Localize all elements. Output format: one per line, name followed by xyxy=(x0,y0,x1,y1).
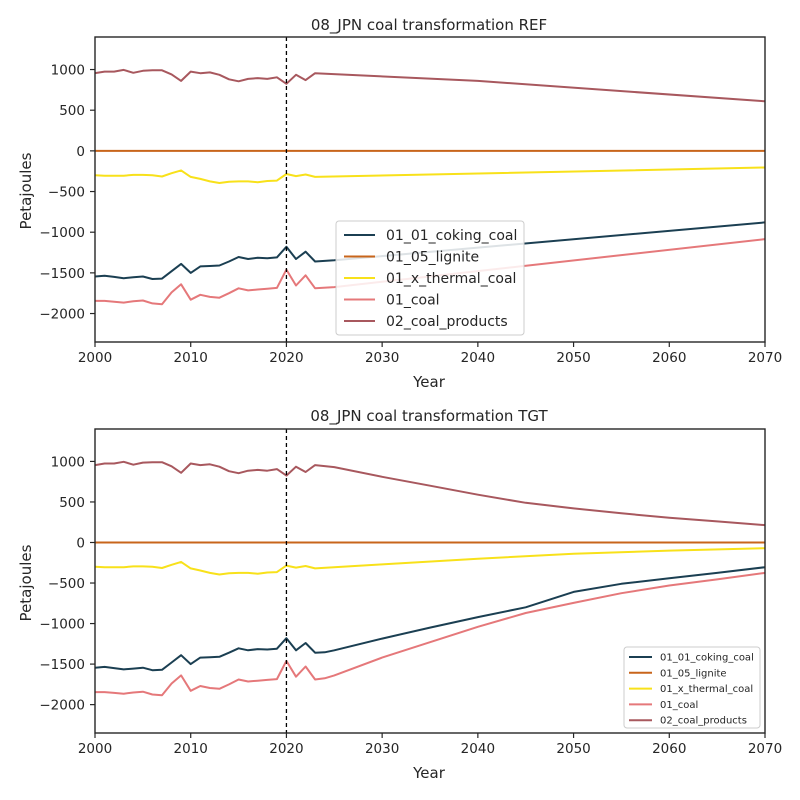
x-tick-label: 2060 xyxy=(652,350,686,366)
x-tick-label: 2040 xyxy=(461,350,495,366)
y-tick-label: −500 xyxy=(48,185,85,201)
x-axis-title: Year xyxy=(412,764,446,782)
y-tick-label: 500 xyxy=(59,103,85,119)
chart-tgt: 08_JPN coal transformation TGT Petajoule… xyxy=(17,407,782,782)
legend-label-01_coal: 01_coal xyxy=(660,700,698,711)
y-tick-label: −1500 xyxy=(39,266,85,282)
legend-label-02_coal_products: 02_coal_products xyxy=(386,314,508,330)
legend: 01_01_coking_coal 01_05_lignite 01_x_therm… xyxy=(623,646,761,729)
legend-label-01_01_coking_coal: 01_01_coking_coal xyxy=(386,228,517,244)
y-tick-label: −2000 xyxy=(39,307,85,323)
y-tick-label: 500 xyxy=(59,495,85,511)
plot-area xyxy=(95,68,765,306)
x-tick-label: 2010 xyxy=(174,350,208,366)
x-tick-label: 2050 xyxy=(556,350,590,366)
y-axis-title: Petajoules xyxy=(17,544,35,621)
x-tick-label: 2070 xyxy=(748,741,782,757)
legend: 01_01_coking_coal 01_05_lignite 01_x_therm… xyxy=(335,220,525,336)
series-line-01_x_thermal_coal xyxy=(95,547,765,576)
x-tick-label: 2030 xyxy=(365,350,399,366)
x-tick-label: 2030 xyxy=(365,741,399,757)
series-line-02_coal_products xyxy=(95,68,765,103)
y-tick-label: 0 xyxy=(76,144,85,160)
y-tick-label: −1000 xyxy=(39,225,85,241)
legend-box xyxy=(623,646,761,729)
legend-label-01_coal: 01_coal xyxy=(386,293,440,309)
plot-frame xyxy=(94,36,766,343)
legend-label-02_coal_products: 02_coal_products xyxy=(660,716,747,727)
chart-ref: 08_JPN coal transformation REF Petajoule… xyxy=(17,16,782,391)
x-tick-label: 2000 xyxy=(78,741,112,757)
y-tick-label: 0 xyxy=(76,535,85,551)
legend-box xyxy=(335,220,525,336)
y-tick-label: 1000 xyxy=(51,454,85,470)
series-line-01_01_coking_coal xyxy=(95,566,765,672)
legend-label-01_01_coking_coal: 01_01_coking_coal xyxy=(660,653,754,664)
y-tick-label: −1000 xyxy=(39,617,85,633)
x-tick-label: 2010 xyxy=(174,741,208,757)
y-axis-title: Petajoules xyxy=(17,152,35,229)
plot-area xyxy=(95,460,765,697)
legend-label-01_05_lignite: 01_05_lignite xyxy=(386,250,479,266)
legend-label-01_x_thermal_coal: 01_x_thermal_coal xyxy=(386,271,516,287)
x-tick-label: 2020 xyxy=(269,741,303,757)
x-axis-title: Year xyxy=(412,373,446,391)
y-tick-label: 1000 xyxy=(51,63,85,79)
legend-label-01_05_lignite: 01_05_lignite xyxy=(660,668,727,679)
x-tick-label: 2060 xyxy=(652,741,686,757)
legend-label-01_x_thermal_coal: 01_x_thermal_coal xyxy=(660,684,753,695)
plot-frame xyxy=(94,428,766,734)
y-tick-label: −2000 xyxy=(39,698,85,714)
x-tick-label: 2040 xyxy=(461,741,495,757)
series-line-01_coal xyxy=(95,238,765,306)
x-tick-label: 2070 xyxy=(748,350,782,366)
chart-title: 08_JPN coal transformation TGT xyxy=(310,407,548,426)
x-tick-label: 2020 xyxy=(269,350,303,366)
x-tick-label: 2000 xyxy=(78,350,112,366)
x-tick-label: 2050 xyxy=(556,741,590,757)
series-line-01_x_thermal_coal xyxy=(95,166,765,184)
series-line-02_coal_products xyxy=(95,460,765,527)
series-line-01_01_coking_coal xyxy=(95,221,765,280)
chart-title: 08_JPN coal transformation REF xyxy=(311,16,547,35)
y-tick-label: −500 xyxy=(48,576,85,592)
series-line-01_coal xyxy=(95,571,765,697)
y-tick-label: −1500 xyxy=(39,657,85,673)
